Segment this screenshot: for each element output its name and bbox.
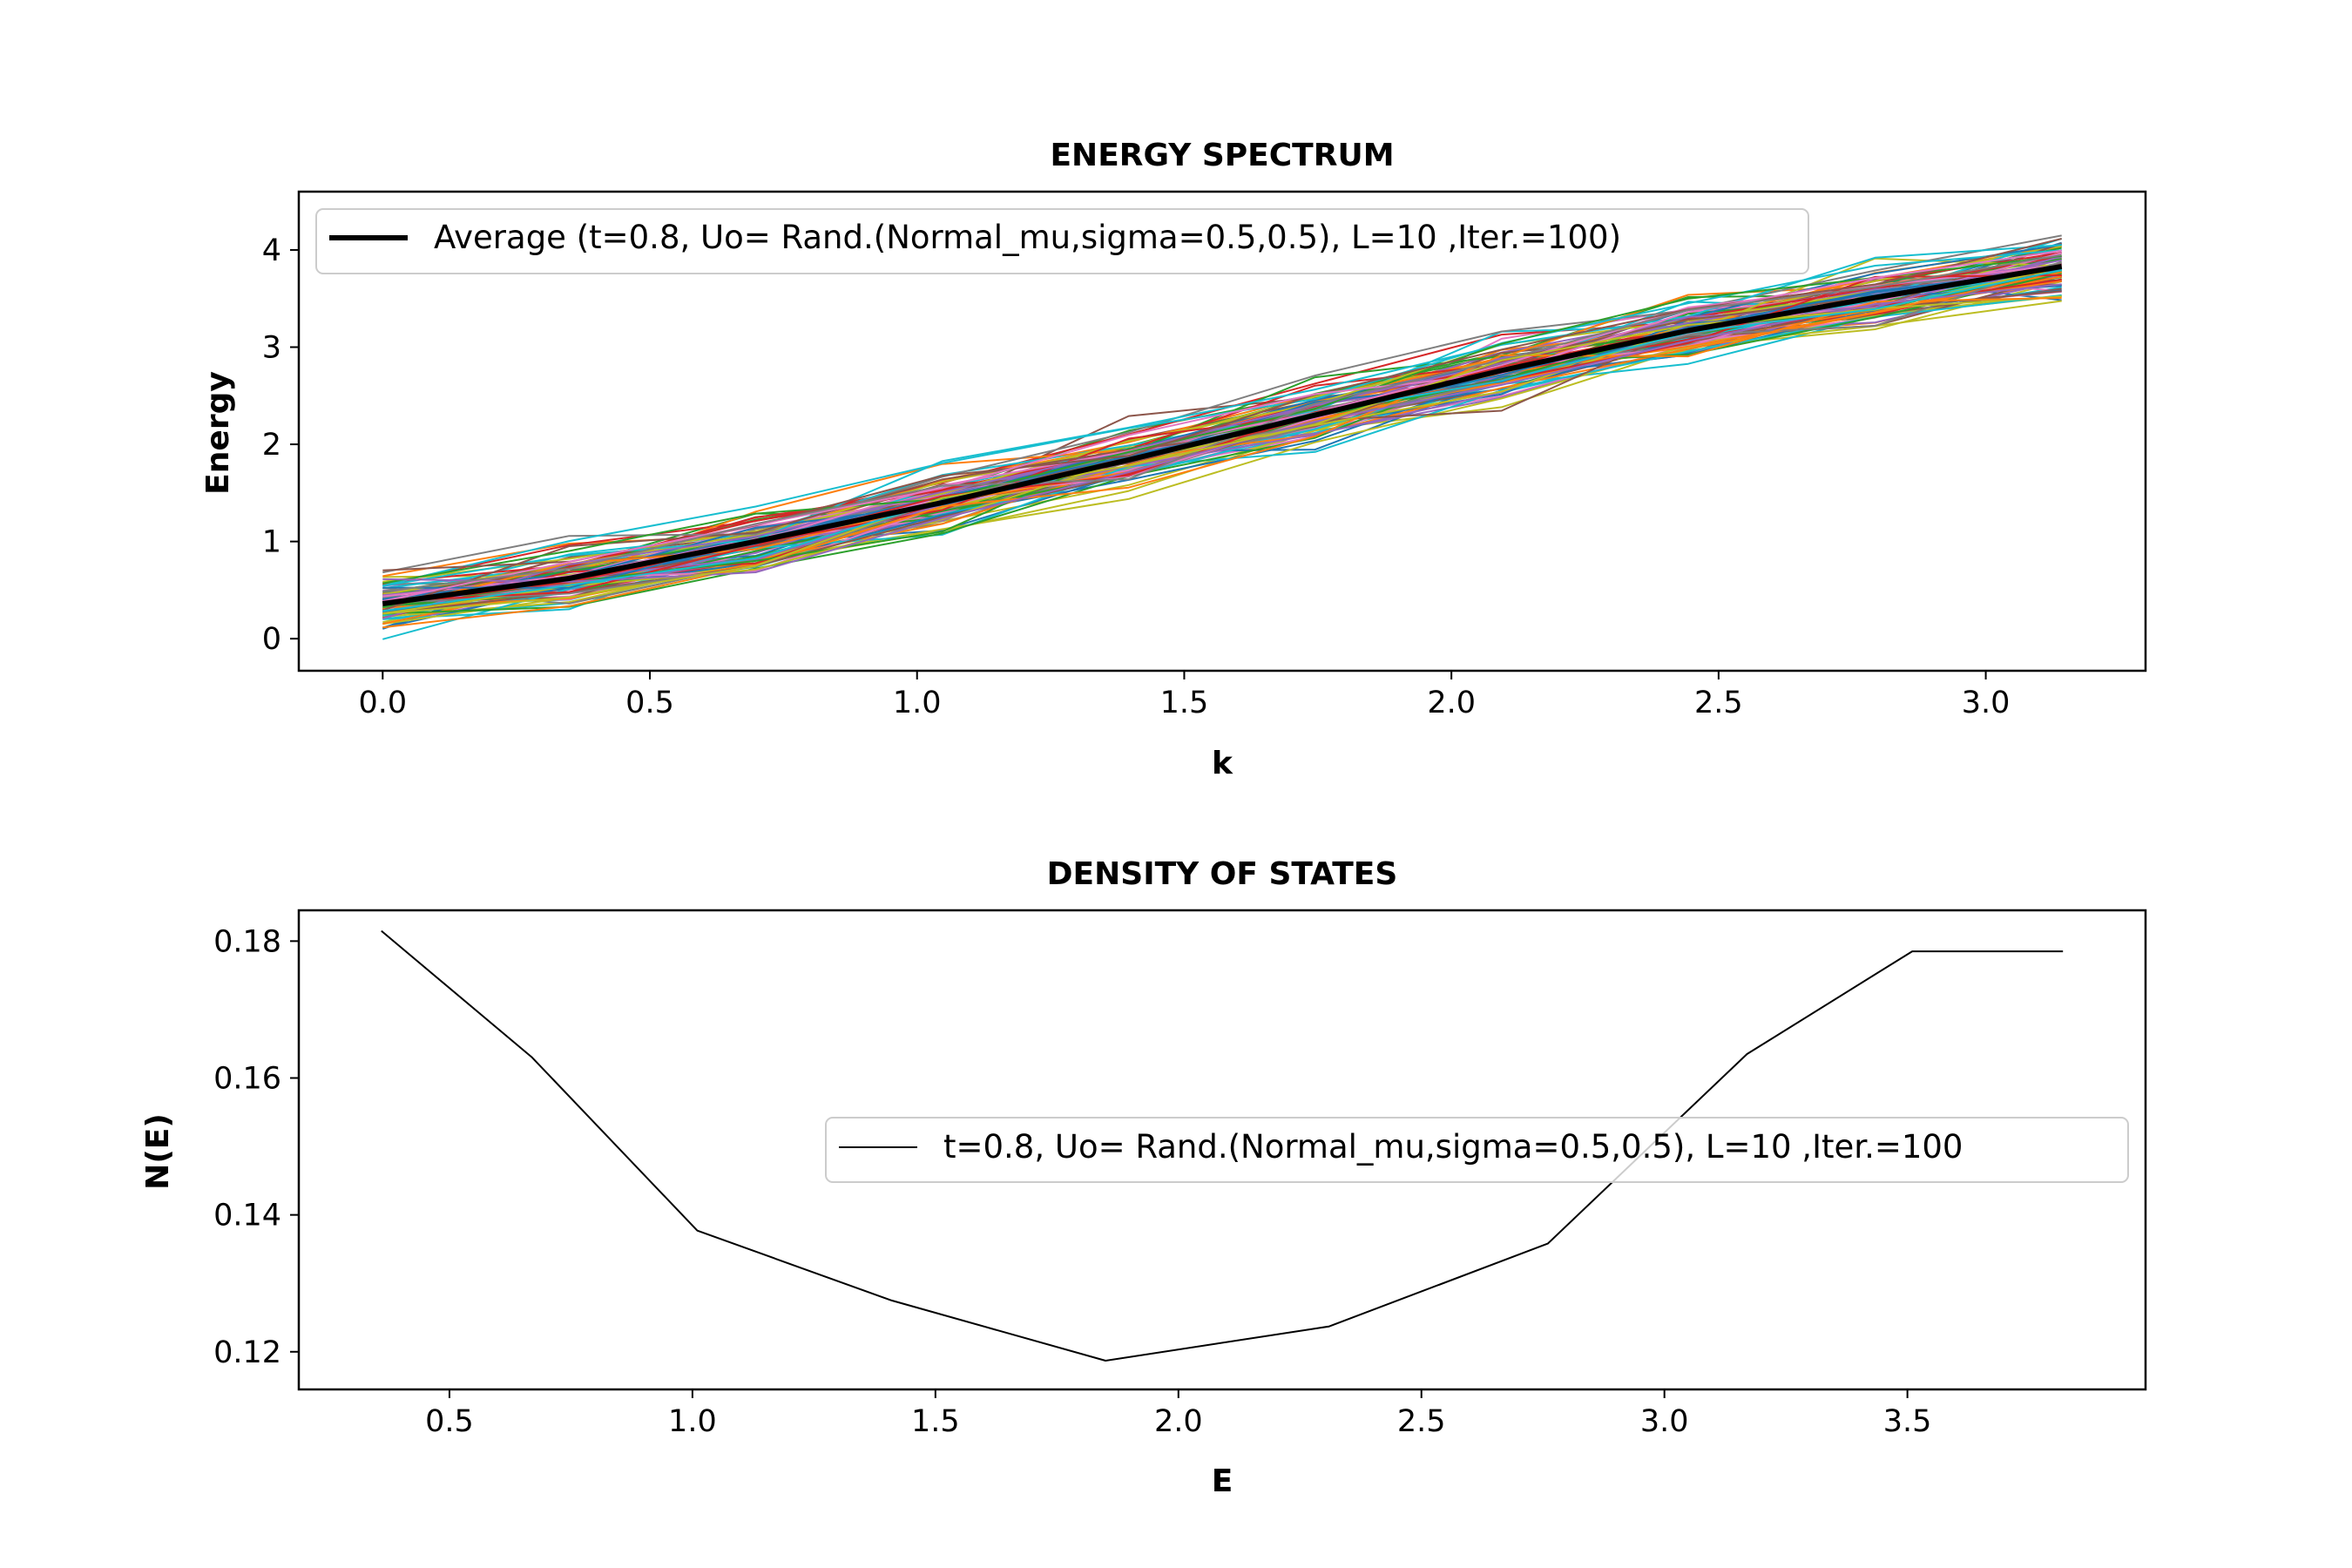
energy-spectrum-y-tick-label-2: 2 <box>262 428 281 463</box>
density-of-states-y-ticks: 0.12 0.14 0.16 0.18 <box>213 924 299 1370</box>
energy-spectrum-iteration-line-80 <box>382 244 2062 587</box>
density-of-states-x-label: E <box>1212 1463 1233 1499</box>
density-of-states-x-tick-label-3: 2.0 <box>1154 1404 1203 1439</box>
energy-spectrum-x-tick-label-3: 1.5 <box>1160 686 1209 720</box>
density-of-states-legend-label: t=0.8, Uo= Rand.(Normal_mu,sigma=0.5,0.5… <box>943 1128 1963 1166</box>
energy-spectrum-iteration-line-78 <box>382 234 2062 574</box>
energy-spectrum-y-ticks: 0 1 2 3 4 <box>262 233 299 657</box>
density-of-states-series-layer <box>381 929 2064 1362</box>
energy-spectrum-title: ENERGY SPECTRUM <box>1050 138 1394 173</box>
energy-spectrum-x-tick-label-0: 0.0 <box>358 686 407 720</box>
energy-spectrum-iteration-line-94 <box>382 274 2062 603</box>
energy-spectrum-average-line <box>382 263 2063 606</box>
energy-spectrum-y-tick-label-1: 1 <box>262 525 281 560</box>
density-of-states-x-ticks: 0.5 1.0 1.5 2.0 2.5 3.0 3.5 <box>425 1389 1931 1439</box>
density-of-states-y-tick-label-2: 0.16 <box>213 1062 281 1097</box>
density-of-states-x-tick-label-2: 1.5 <box>911 1404 960 1439</box>
density-of-states-x-tick-label-5: 3.0 <box>1640 1404 1689 1439</box>
density-of-states-y-tick-label-0: 0.12 <box>213 1335 281 1370</box>
energy-spectrum-chart: ENERGY SPECTRUM 0.0 0.5 1.0 1.5 2.0 2.5 3.0 0 1… <box>200 138 2147 781</box>
energy-spectrum-iteration-line-93 <box>382 254 2062 585</box>
density-of-states-legend-box <box>825 1117 2129 1183</box>
energy-spectrum-x-tick-label-6: 3.0 <box>1962 686 2011 720</box>
density-of-states-y-tick-label-3: 0.18 <box>213 924 281 959</box>
density-of-states-plot-frame <box>297 909 2147 1391</box>
energy-spectrum-legend-label: Average (t=0.8, Uo= Rand.(Normal_mu,sigm… <box>434 219 1621 256</box>
energy-spectrum-x-tick-label-2: 1.0 <box>893 686 942 720</box>
density-of-states-x-tick-label-6: 3.5 <box>1883 1404 1932 1439</box>
energy-spectrum-iteration-line-92 <box>382 297 2062 629</box>
density-of-states-x-tick-label-1: 1.0 <box>668 1404 717 1439</box>
energy-spectrum-x-tick-label-5: 2.5 <box>1694 686 1743 720</box>
density-of-states-title: DENSITY OF STATES <box>1047 856 1398 892</box>
energy-spectrum-legend-box <box>315 208 1809 274</box>
energy-spectrum-iteration-line-95 <box>382 283 2062 583</box>
density-of-states-line <box>381 929 2064 1362</box>
energy-spectrum-iteration-line-79 <box>382 270 2062 583</box>
energy-spectrum-y-tick-label-0: 0 <box>262 622 281 657</box>
density-of-states-x-tick-label-4: 2.5 <box>1397 1404 1446 1439</box>
energy-spectrum-iteration-line-97 <box>382 249 2062 603</box>
energy-spectrum-y-tick-label-3: 3 <box>262 330 281 365</box>
energy-spectrum-iteration-line-73 <box>382 272 2062 615</box>
energy-spectrum-iteration-line-90 <box>382 249 2062 587</box>
density-of-states-y-tick-label-1: 0.14 <box>213 1199 281 1233</box>
density-of-states-y-label: N(E) <box>140 1113 176 1190</box>
energy-spectrum-x-tick-label-1: 0.5 <box>625 686 674 720</box>
energy-spectrum-y-tick-label-4: 4 <box>262 233 281 268</box>
energy-spectrum-plot-frame <box>297 190 2147 672</box>
energy-spectrum-iteration-line-98 <box>382 253 2062 592</box>
energy-spectrum-y-label: Energy <box>200 371 236 495</box>
energy-spectrum-average-layer <box>382 263 2063 606</box>
energy-spectrum-x-tick-label-4: 2.0 <box>1427 686 1476 720</box>
energy-spectrum-x-label: k <box>1212 746 1233 781</box>
density-of-states-x-tick-label-0: 0.5 <box>425 1404 474 1439</box>
energy-spectrum-x-ticks: 0.0 0.5 1.0 1.5 2.0 2.5 3.0 <box>358 671 2010 720</box>
energy-spectrum-legend: Average (t=0.8, Uo= Rand.(Normal_mu,sigm… <box>315 208 1809 274</box>
energy-spectrum-iteration-line-99 <box>382 266 2062 615</box>
density-of-states-legend: t=0.8, Uo= Rand.(Normal_mu,sigma=0.5,0.5… <box>825 1117 2129 1183</box>
density-of-states-chart: DENSITY OF STATES 0.5 1.0 1.5 2.0 2.5 3.0 3.5 … <box>140 856 2147 1499</box>
